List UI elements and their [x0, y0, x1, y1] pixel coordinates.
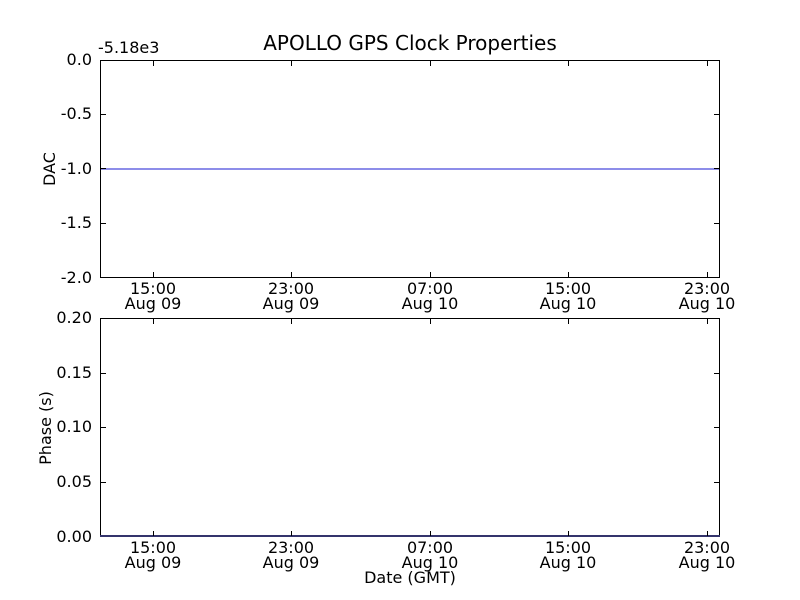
y-tick-label: 0.05	[56, 472, 92, 491]
tick-mark	[568, 61, 569, 66]
x-tick-label: 07:00 Aug 10	[380, 279, 480, 313]
x-tick-label: 23:00 Aug 09	[241, 279, 341, 313]
tick-mark	[153, 531, 154, 536]
x-tick-label: 15:00 Aug 10	[518, 279, 618, 313]
x-tick-date: Aug 09	[262, 294, 320, 313]
tick-mark	[101, 373, 106, 374]
x-tick-time: 23:00	[683, 538, 731, 557]
x-tick-date: Aug 09	[124, 553, 182, 572]
tick-mark	[153, 272, 154, 277]
x-tick-time: 15:00	[129, 538, 177, 557]
y-tick-label: -1.5	[60, 213, 92, 232]
x-tick-time: 07:00	[406, 538, 454, 557]
tick-mark	[568, 531, 569, 536]
tick-mark	[291, 531, 292, 536]
tick-mark	[430, 61, 431, 66]
y-tick-label: 0.15	[56, 363, 92, 382]
x-tick-time: 07:00	[406, 279, 454, 298]
tick-mark	[101, 427, 106, 428]
tick-mark	[101, 114, 106, 115]
y-tick-label: -2.0	[60, 268, 92, 287]
tick-mark	[714, 223, 719, 224]
x-tick-label: 23:00 Aug 10	[657, 538, 757, 572]
x-tick-date: Aug 09	[262, 553, 320, 572]
bottom-plot-area	[100, 318, 720, 537]
y-axis-offset-label: -5.18e3	[98, 38, 160, 57]
x-tick-time: 15:00	[129, 279, 177, 298]
tick-mark	[714, 373, 719, 374]
x-tick-date: Aug 10	[401, 294, 459, 313]
tick-mark	[568, 319, 569, 324]
x-tick-time: 15:00	[544, 279, 592, 298]
y-tick-label: 0.20	[56, 308, 92, 327]
x-tick-label: 23:00 Aug 10	[657, 279, 757, 313]
dac-data-line	[101, 168, 719, 170]
x-tick-date: Aug 10	[539, 553, 597, 572]
chart-title: APOLLO GPS Clock Properties	[263, 31, 557, 55]
tick-mark	[707, 61, 708, 66]
y-tick-label: 0.10	[56, 417, 92, 436]
x-axis-title: Date (GMT)	[364, 568, 456, 587]
tick-mark	[714, 114, 719, 115]
x-tick-label: 15:00 Aug 09	[103, 279, 203, 313]
tick-mark	[291, 61, 292, 66]
x-tick-date: Aug 10	[678, 553, 736, 572]
tick-mark	[430, 272, 431, 277]
phase-data-line	[100, 535, 720, 537]
tick-mark	[101, 168, 106, 169]
y-tick-label: 0.0	[66, 50, 92, 69]
y-tick-label: -0.5	[60, 104, 92, 123]
y-tick-label: 0.00	[56, 527, 92, 546]
x-tick-time: 23:00	[683, 279, 731, 298]
x-tick-label: 15:00 Aug 10	[518, 538, 618, 572]
y-tick-label: -1.0	[60, 159, 92, 178]
tick-mark	[707, 319, 708, 324]
tick-mark	[153, 319, 154, 324]
x-tick-time: 15:00	[544, 538, 592, 557]
x-tick-date: Aug 10	[678, 294, 736, 313]
tick-mark	[101, 482, 106, 483]
x-tick-time: 23:00	[267, 538, 315, 557]
x-tick-label: 23:00 Aug 09	[241, 538, 341, 572]
tick-mark	[430, 531, 431, 536]
tick-mark	[707, 531, 708, 536]
tick-mark	[714, 427, 719, 428]
tick-mark	[153, 61, 154, 66]
x-tick-label: 07:00 Aug 10	[380, 538, 480, 572]
tick-mark	[707, 272, 708, 277]
x-tick-date: Aug 09	[124, 294, 182, 313]
tick-mark	[291, 272, 292, 277]
x-tick-time: 23:00	[267, 279, 315, 298]
tick-mark	[291, 319, 292, 324]
x-tick-date: Aug 10	[401, 553, 459, 572]
top-plot-area	[100, 60, 720, 278]
tick-mark	[714, 168, 719, 169]
x-tick-date: Aug 10	[539, 294, 597, 313]
x-tick-label: 15:00 Aug 09	[103, 538, 203, 572]
tick-mark	[430, 319, 431, 324]
tick-mark	[101, 223, 106, 224]
tick-mark	[714, 482, 719, 483]
tick-mark	[568, 272, 569, 277]
